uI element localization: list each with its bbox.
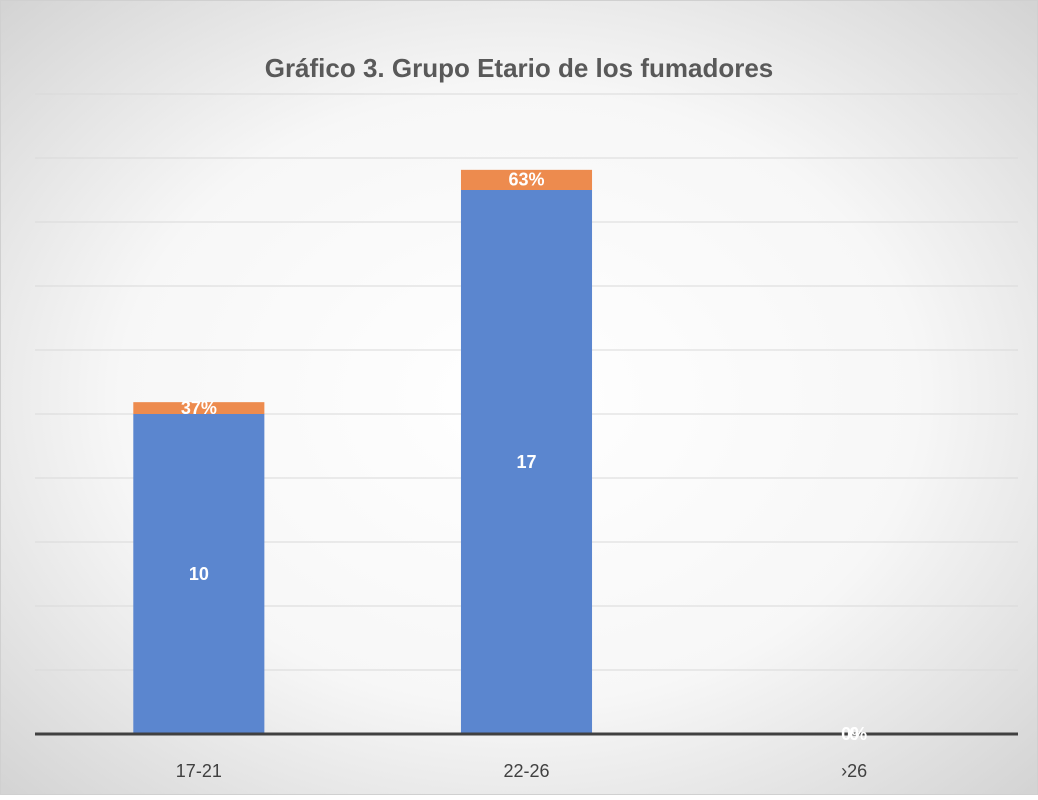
data-label: 0	[849, 724, 859, 744]
bar-segment	[460, 169, 593, 190]
data-label: 0%	[841, 724, 867, 744]
data-label: 17	[516, 452, 536, 472]
bar-segment	[133, 402, 265, 414]
x-tick-label: 22-26	[503, 761, 549, 781]
data-label: 63%	[508, 170, 544, 190]
x-tick-label: 17-21	[176, 761, 222, 781]
bar-segment	[460, 190, 593, 734]
data-label: 37%	[181, 398, 217, 418]
x-tick-label: ›26	[841, 761, 867, 781]
chart-title: Gráfico 3. Grupo Etario de los fumadores	[265, 53, 774, 83]
bar-segment	[133, 414, 265, 734]
data-label: 10	[189, 564, 209, 584]
